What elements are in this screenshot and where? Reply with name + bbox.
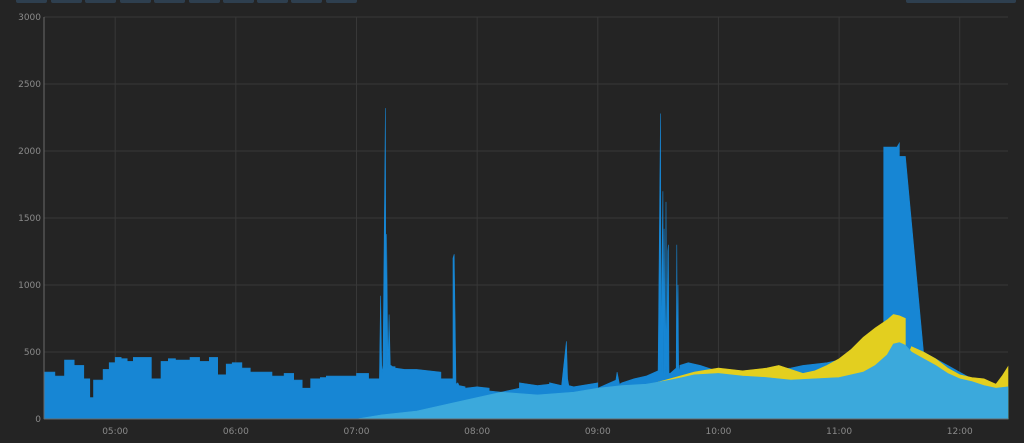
toolbar-button[interactable] <box>326 0 357 3</box>
x-tick-label: 07:00 <box>344 427 370 437</box>
toolbar-button[interactable] <box>16 0 47 3</box>
y-axis-ticks: 0 500 1000 1500 2000 2500 3000 <box>18 13 41 425</box>
x-tick-label: 11:00 <box>826 427 852 437</box>
y-tick-label: 2000 <box>18 147 41 157</box>
toolbar-button[interactable] <box>291 0 322 3</box>
x-tick-label: 12:00 <box>947 427 973 437</box>
chart-grid <box>44 16 1008 420</box>
x-tick-label: 05:00 <box>102 427 128 437</box>
y-tick-label: 2500 <box>18 80 41 90</box>
toolbar-button[interactable] <box>189 0 220 3</box>
toolbar-button[interactable] <box>154 0 185 3</box>
toolbar-button[interactable] <box>85 0 116 3</box>
series-layer <box>43 108 1009 420</box>
x-tick-label: 09:00 <box>585 427 611 437</box>
toolbar-button[interactable] <box>120 0 151 3</box>
toolbar-button[interactable] <box>51 0 82 3</box>
chart-axes <box>43 17 1008 420</box>
y-tick-label: 3000 <box>18 13 41 23</box>
x-tick-label: 10:00 <box>705 427 731 437</box>
series-area-lightblue <box>44 342 1009 420</box>
toolbar-button[interactable] <box>257 0 288 3</box>
x-tick-label: 06:00 <box>223 427 249 437</box>
y-tick-label: 0 <box>35 415 41 425</box>
x-axis-ticks: 05:00 06:00 07:00 08:00 09:00 10:00 11:00 12:00 <box>102 427 973 437</box>
toolbar <box>16 0 1016 3</box>
y-tick-label: 500 <box>24 348 41 358</box>
y-tick-label: 1500 <box>18 214 41 224</box>
toolbar-button-right[interactable] <box>906 0 1016 3</box>
y-tick-label: 1000 <box>18 281 41 291</box>
toolbar-button[interactable] <box>223 0 254 3</box>
x-tick-label: 08:00 <box>464 427 490 437</box>
